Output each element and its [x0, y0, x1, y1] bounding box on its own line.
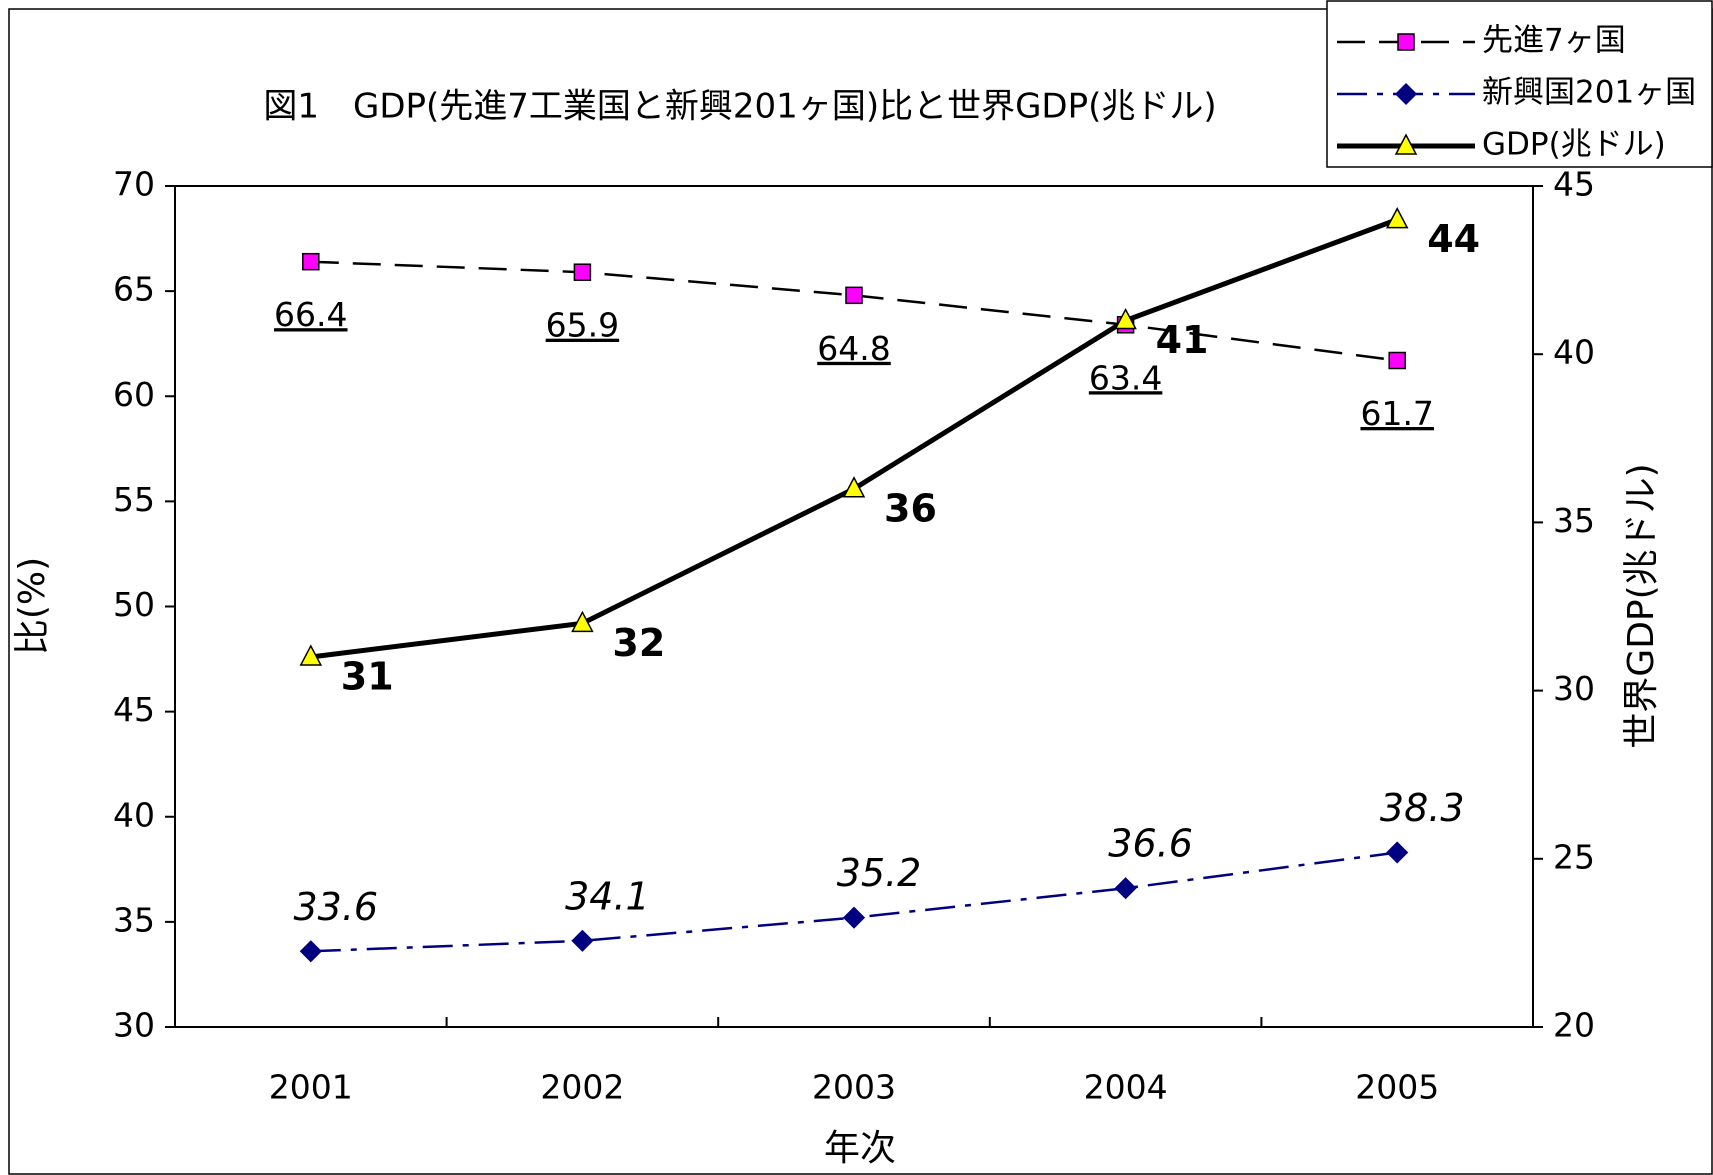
- x-tick-label: 2002: [540, 1068, 624, 1107]
- marker: [842, 906, 866, 929]
- marker: [573, 263, 592, 281]
- marker: [1394, 133, 1418, 155]
- y-tick-label: 50: [113, 585, 155, 624]
- y2-axis-label: 世界GDP(兆ドル): [1621, 463, 1662, 748]
- marker: [299, 644, 323, 666]
- data-label: 33.6: [293, 885, 378, 929]
- marker: [1114, 307, 1137, 330]
- x-tick-label: 2003: [812, 1068, 896, 1107]
- data-label: 44: [1427, 217, 1480, 261]
- y2-tick-label: 45: [1553, 165, 1595, 204]
- y-tick-label: 60: [113, 375, 155, 414]
- y-tick-label: 55: [113, 480, 155, 519]
- marker: [845, 286, 863, 305]
- legend-label: GDP(兆ドル): [1482, 127, 1666, 163]
- y2-tick-label: 35: [1553, 501, 1595, 540]
- y2-tick-label: 30: [1553, 669, 1595, 708]
- data-label: 36.6: [1108, 822, 1193, 866]
- y-tick-label: 65: [113, 270, 155, 309]
- y2-tick-label: 20: [1553, 1006, 1595, 1045]
- y-tick-label: 40: [113, 795, 155, 834]
- marker: [571, 929, 594, 952]
- x-tick-label: 2005: [1355, 1068, 1439, 1107]
- marker: [299, 940, 322, 963]
- y-axis-label: 比(%): [12, 557, 53, 655]
- x-axis-label: 年次: [824, 1128, 896, 1169]
- legend-box: [1326, 0, 1713, 168]
- marker: [571, 610, 594, 633]
- x-tick-label: 2001: [269, 1068, 353, 1107]
- y-tick-label: 45: [113, 690, 155, 729]
- chart-title: 図1 GDP(先進7工業国と新興201ヶ国)比と世界GDP(兆ドル): [263, 87, 1216, 127]
- marker: [1114, 877, 1137, 900]
- data-label: 64.8: [817, 329, 890, 368]
- marker: [302, 252, 320, 271]
- y-tick-label: 35: [113, 900, 155, 939]
- data-label: 31: [341, 654, 394, 698]
- y-tick-label: 30: [113, 1006, 155, 1045]
- y2-tick-label: 40: [1553, 333, 1595, 372]
- data-label: 38.3: [1380, 786, 1465, 830]
- series-line: [310, 260, 1398, 362]
- data-label: 66.4: [274, 295, 347, 334]
- marker: [1385, 207, 1409, 229]
- data-label: 35.2: [837, 851, 922, 895]
- legend-label: 先進7ヶ国: [1482, 23, 1626, 59]
- data-label: 34.1: [565, 874, 650, 918]
- marker: [842, 476, 866, 498]
- data-label: 61.7: [1360, 394, 1433, 433]
- marker: [1394, 82, 1418, 106]
- marker: [1386, 841, 1409, 864]
- data-label: 32: [612, 621, 665, 665]
- y-tick-label: 70: [113, 165, 155, 204]
- chart-border: [8, 8, 1713, 1175]
- y2-tick-label: 25: [1553, 837, 1595, 876]
- marker: [1397, 33, 1415, 51]
- data-label: 65.9: [546, 306, 619, 345]
- marker: [1388, 351, 1406, 370]
- legend-label: 新興国201ヶ国: [1482, 75, 1696, 111]
- x-tick-label: 2004: [1084, 1068, 1168, 1107]
- data-label: 63.4: [1089, 358, 1162, 397]
- data-label: 41: [1156, 318, 1209, 362]
- data-label: 36: [884, 486, 937, 530]
